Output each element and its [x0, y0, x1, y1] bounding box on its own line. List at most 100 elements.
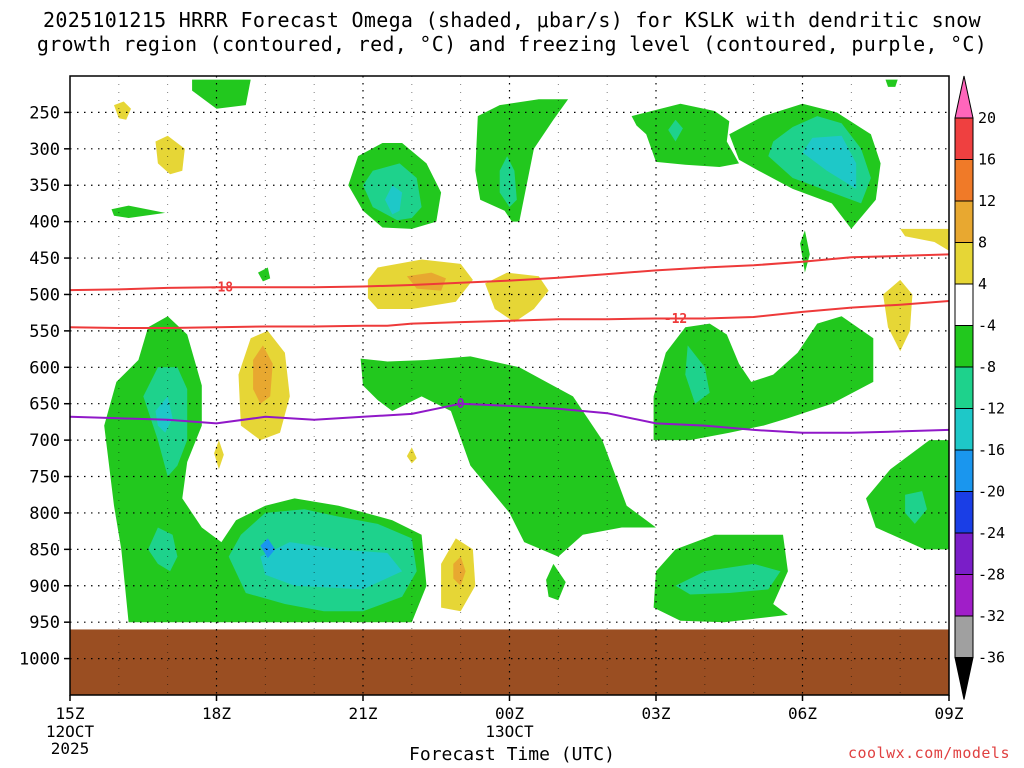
colorbar-label: 16 [978, 151, 996, 169]
x-tick-label: 03Z [642, 704, 671, 723]
omega-region-green-mid [360, 356, 656, 557]
dgz-contour-12 [70, 300, 949, 329]
x-tick-label: 09Z [935, 704, 964, 723]
colorbar-top-arrow [954, 75, 974, 119]
y-tick-label-900: 900 [29, 577, 60, 597]
omega-region-teal-right [905, 491, 927, 524]
colorbar-label: -24 [978, 524, 1005, 542]
omega-region-teal-00z [499, 156, 517, 208]
omega-region-yellow-2200-small [406, 447, 417, 464]
contour-lines: -18 -12 0 [70, 253, 949, 434]
omega-region-orange-21z [406, 272, 446, 291]
colorbar-label: -16 [978, 441, 1005, 459]
y-tick-label-850: 850 [29, 540, 60, 560]
freezing-level-contour [70, 402, 949, 434]
colorbar-swatch [954, 449, 974, 492]
x-tick-label: 21Z [349, 704, 378, 723]
omega-shading [104, 79, 949, 623]
omega-region-yellow-09z-edge [900, 228, 949, 251]
omega-region-teal-03z-mid [685, 345, 710, 404]
dgz-contour-12-label: -12 [664, 312, 687, 327]
omega-region-green-top-right [885, 79, 898, 87]
colorbar-label: 8 [978, 234, 987, 252]
y-tick-label-400: 400 [29, 213, 60, 233]
y-tick-label-450: 450 [29, 249, 60, 269]
colorbar-swatch [954, 491, 974, 534]
colorbar-swatch [954, 408, 974, 451]
colorbar-bottom-arrow [954, 657, 974, 700]
colorbar-swatch [954, 117, 974, 160]
colorbar-label: 4 [978, 275, 987, 293]
omega-region-cyan-21z [385, 185, 403, 215]
x-tick-sublabel: 13OCT [485, 722, 534, 741]
omega-region-orange-19z [253, 345, 273, 404]
colorbar-swatch [954, 532, 974, 575]
colorbar-swatch [954, 200, 974, 243]
colorbar-label: 20 [978, 109, 996, 127]
x-tick-label: 00Z [495, 704, 524, 723]
y-tick-label-350: 350 [29, 176, 60, 196]
y-tick-label-550: 550 [29, 322, 60, 342]
chart-title-line-2: growth region (contoured, red, °C) and f… [36, 32, 988, 56]
colorbar-swatch [954, 325, 974, 368]
omega-region-yellow-16z [114, 101, 131, 120]
y-tick-label-800: 800 [29, 504, 60, 524]
colorbar-swatch [954, 574, 974, 617]
omega-region-cyan-left [155, 396, 173, 433]
omega-region-green-03z [631, 103, 739, 167]
y-tick-label-950: 950 [29, 613, 60, 633]
omega-region-yellow-17z [155, 135, 185, 175]
y-tick-label-250: 250 [29, 103, 60, 123]
colorbar-label: -8 [978, 358, 996, 376]
omega-region-cyan-band [260, 542, 403, 590]
y-tick-label-500: 500 [29, 285, 60, 305]
y-tick-label-1000: 1000 [19, 650, 60, 670]
omega-region-green-00z [475, 99, 569, 222]
y-tick-label-650: 650 [29, 395, 60, 415]
omega-region-green-03z-low [653, 316, 874, 441]
colorbar-swatch [954, 159, 974, 202]
x-tick-label: 15Z [56, 704, 85, 723]
dgz-contour-18 [70, 253, 949, 292]
colorbar-label: -36 [978, 649, 1005, 667]
omega-region-teal-03z-top [668, 119, 683, 142]
x-tick-sublabel: 2025 [51, 739, 90, 758]
colorbar-label: 12 [978, 192, 996, 210]
omega-region-green-19z-small [258, 267, 271, 282]
omega-region-teal-left-low [148, 527, 178, 572]
omega-region-blue-19z [260, 538, 276, 559]
omega-region-orange-2330 [453, 556, 466, 586]
y-tick-label-700: 700 [29, 431, 60, 451]
dgz-contour-18-label: -18 [210, 281, 234, 296]
omega-colorbar: 20 16 12 8 4 -4 -8 -12 -16 -20 -24 -28 -32 -36 [954, 75, 1005, 700]
site-credit: coolwx.com/models [847, 744, 1010, 762]
chart-title-line-1: 2025101215 HRRR Forecast Omega (shaded, … [43, 8, 981, 32]
y-tick-label-300: 300 [29, 140, 60, 160]
y-tick-label-600: 600 [29, 358, 60, 378]
x-tick-label: 18Z [202, 704, 231, 723]
x-axis-title: Forecast Time (UTC) [409, 744, 615, 765]
omega-region-green-top-18z [192, 79, 251, 109]
x-tick-sublabel: 12OCT [46, 722, 95, 741]
omega-region-yellow-00z [485, 272, 549, 323]
freezing-level-contour-label: 0 [457, 397, 465, 412]
colorbar-swatch [954, 283, 974, 326]
colorbar-swatch [954, 366, 974, 409]
colorbar-label: -12 [978, 400, 1005, 418]
colorbar-label: -4 [978, 317, 996, 335]
colorbar-label: -28 [978, 566, 1005, 584]
x-tick-label: 06Z [788, 704, 817, 723]
colorbar-swatch [954, 242, 974, 285]
omega-region-green-2330-small [546, 563, 566, 601]
omega-region-green-left-380 [111, 205, 166, 218]
omega-region-teal-lower-right [675, 563, 781, 595]
y-axis: 250 300 350 400 450 500 550 600 650 700 750 800 850 9… [19, 103, 70, 670]
ground-surface [70, 629, 949, 695]
grid-lines [70, 76, 949, 695]
omega-region-cyan-06z [802, 135, 857, 189]
colorbar-label: -32 [978, 607, 1005, 625]
colorbar-swatch [954, 615, 974, 658]
colorbar-label: -20 [978, 483, 1005, 501]
